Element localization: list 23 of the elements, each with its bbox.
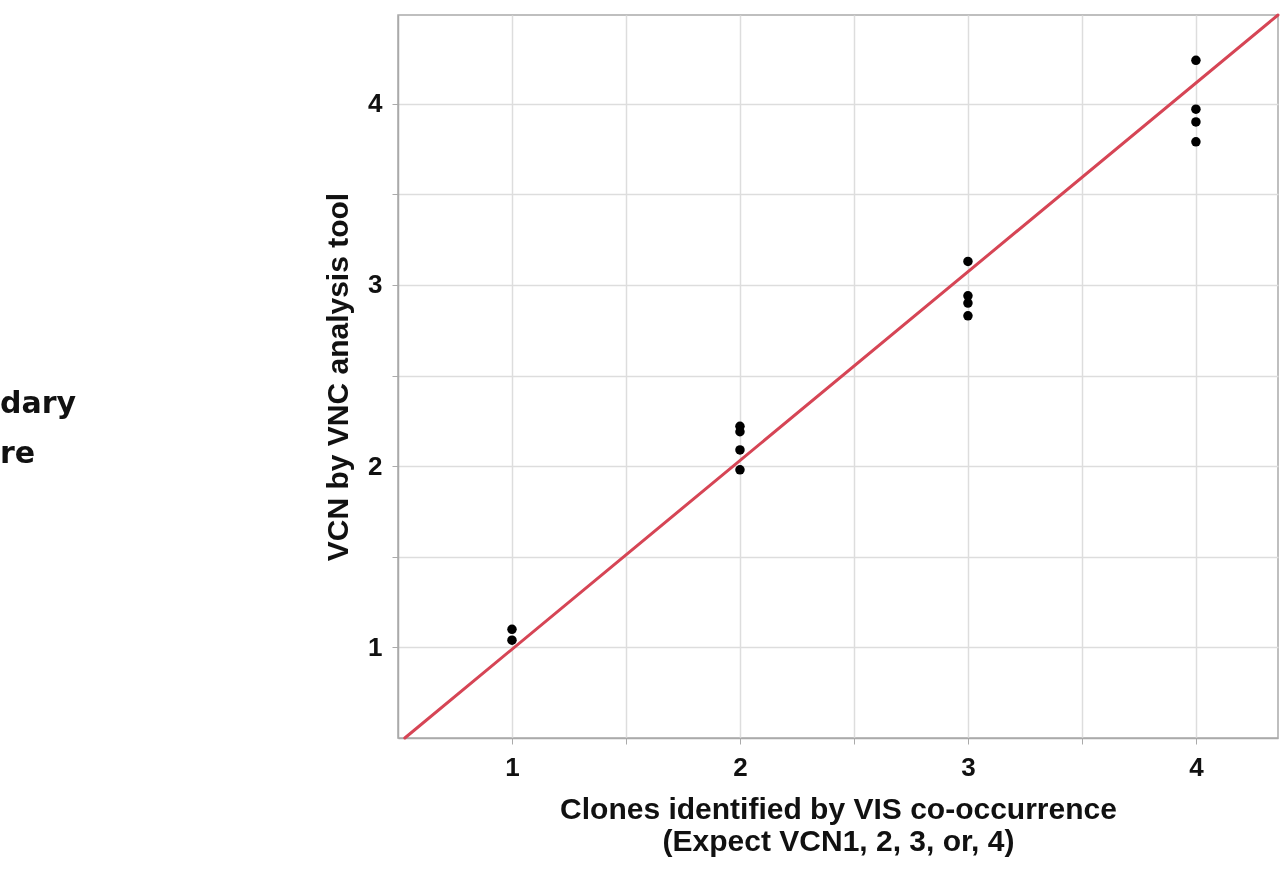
point — [735, 445, 745, 455]
y-tick-label: 2 — [368, 450, 383, 481]
point — [507, 635, 517, 645]
point — [1191, 117, 1201, 127]
point — [1191, 137, 1201, 147]
y-tick-label: 4 — [368, 88, 384, 119]
point — [963, 256, 973, 267]
point — [963, 298, 973, 308]
point — [507, 624, 517, 635]
text: re — [0, 434, 37, 472]
y-axis-title: VCN by VNC analysis tool — [321, 192, 355, 562]
x-tick-label: 1 — [505, 751, 520, 782]
x-tick-label: 3 — [961, 751, 976, 782]
x-tick-label: 2 — [733, 751, 748, 782]
x-axis-title: Clones identified by VIS co-occurrence (Expect VCN1, 2, 3, or, 4) — [560, 791, 1117, 857]
text: dary — [0, 384, 77, 422]
x-tick-label: 4 — [1189, 751, 1205, 782]
y-tick-label: 1 — [368, 631, 383, 662]
point — [1191, 104, 1201, 114]
point — [735, 465, 745, 475]
point — [1191, 55, 1201, 66]
point — [963, 311, 973, 321]
y-tick-label: 3 — [368, 269, 383, 300]
